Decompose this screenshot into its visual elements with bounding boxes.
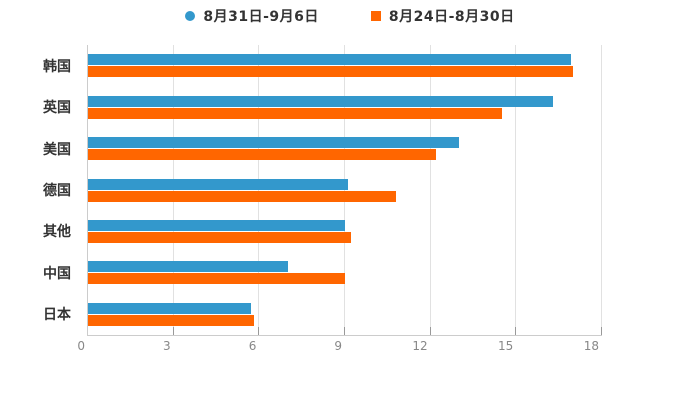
- category-label: 中国: [43, 265, 71, 282]
- x-tick-label: 12: [412, 339, 428, 353]
- gridline: [344, 45, 345, 335]
- bar[interactable]: [88, 231, 351, 243]
- gridline: [515, 45, 517, 335]
- bar[interactable]: [88, 190, 397, 202]
- bar[interactable]: [88, 54, 571, 66]
- category-label: 其他: [43, 224, 71, 241]
- axis-tick: [172, 327, 174, 335]
- value-axis: 0 3 6 9 12 15 18: [77, 339, 627, 357]
- legend-item[interactable]: 8月31日-9月6日: [185, 6, 319, 26]
- bar[interactable]: [88, 261, 288, 273]
- bar[interactable]: [88, 137, 460, 149]
- legend-item[interactable]: 8月24日-8月30日: [370, 6, 515, 26]
- gridline: [601, 45, 602, 335]
- bar[interactable]: [88, 107, 503, 119]
- gridline: [429, 45, 431, 335]
- bar[interactable]: [88, 273, 345, 285]
- x-tick-label: 9: [334, 339, 342, 353]
- axis-tick: [515, 327, 517, 335]
- axis-tick: [344, 327, 345, 335]
- axis-tick: [258, 327, 260, 335]
- gridline: [172, 45, 174, 335]
- bar[interactable]: [88, 66, 574, 78]
- x-tick-label: 18: [583, 339, 599, 353]
- x-tick-label: 6: [248, 339, 257, 353]
- category-label: 德国: [43, 183, 71, 199]
- plot-area: [87, 45, 602, 336]
- axis-tick: [429, 327, 431, 335]
- x-tick-label: 0: [77, 339, 85, 353]
- category-label: 美国: [43, 141, 71, 158]
- category-axis: 韩国英国美国德国其他中国日本: [0, 45, 79, 335]
- x-tick-label: 3: [163, 339, 171, 353]
- category-label: 韩国: [43, 58, 71, 75]
- category-label: 英国: [43, 100, 71, 117]
- x-tick-label: 15: [498, 339, 514, 353]
- bar[interactable]: [88, 149, 437, 161]
- category-label: 日本: [43, 307, 71, 324]
- legend-circle-icon: [185, 11, 196, 21]
- legend-label: 8月24日-8月30日: [388, 9, 515, 25]
- bar[interactable]: [88, 95, 554, 107]
- bar[interactable]: [88, 219, 345, 231]
- legend-label: 8月31日-9月6日: [203, 9, 319, 25]
- bar[interactable]: [88, 314, 254, 326]
- bar[interactable]: [88, 302, 251, 314]
- axis-tick: [601, 327, 602, 335]
- chart-legend: 8月31日-9月6日 8月24日-8月30日: [0, 5, 700, 27]
- legend-square-icon: [370, 11, 381, 21]
- bar[interactable]: [88, 178, 348, 190]
- gridline: [258, 45, 260, 335]
